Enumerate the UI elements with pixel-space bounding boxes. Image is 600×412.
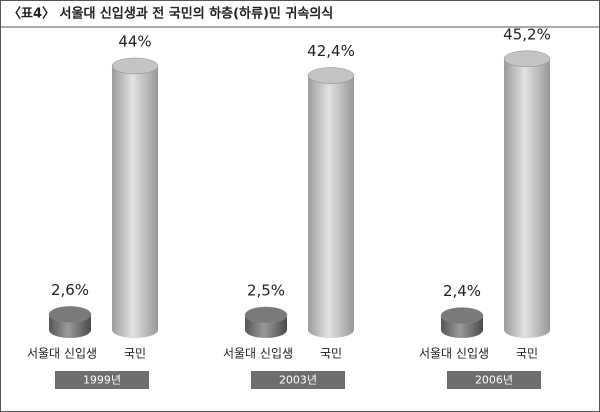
cylinder-part <box>112 66 158 338</box>
cylinder <box>503 50 551 339</box>
x-tick-label: 1999년 <box>83 374 121 387</box>
year-box <box>55 371 149 389</box>
cylinder-part <box>504 58 550 339</box>
value-label: 2,5% <box>247 282 285 300</box>
chart-title: 〈표4〉 서울대 신입생과 전 국민의 하층(하류)민 귀속의식 <box>8 6 333 22</box>
cylinder <box>48 306 92 338</box>
value-label: 2,6% <box>51 281 89 299</box>
cylinder-part <box>48 306 92 323</box>
cylinder <box>244 306 288 338</box>
year-box <box>447 371 541 389</box>
series-label: 서울대 신입생 <box>27 347 97 361</box>
cylinder-part <box>308 75 354 338</box>
cylinder-part <box>503 50 551 68</box>
cylinder-part <box>244 306 288 324</box>
cylinder <box>307 67 355 338</box>
cylinder <box>440 307 484 338</box>
x-tick-label: 2003년 <box>279 374 317 387</box>
value-label: 45,2% <box>503 25 551 43</box>
series-label: 국민 <box>516 347 538 361</box>
year-box <box>251 371 345 389</box>
value-label: 44% <box>118 33 151 51</box>
series-label: 국민 <box>320 347 342 361</box>
cylinder-part <box>307 67 355 84</box>
x-tick-label: 2006년 <box>475 374 513 387</box>
cylinder-part <box>440 307 484 324</box>
value-label: 42,4% <box>307 42 355 60</box>
series-label: 서울대 신입생 <box>419 347 489 361</box>
series-label: 국민 <box>124 347 146 361</box>
value-label: 2,4% <box>443 282 481 300</box>
cylinder-part <box>111 57 159 75</box>
series-label: 서울대 신입생 <box>223 347 293 361</box>
cylinder <box>111 57 159 338</box>
